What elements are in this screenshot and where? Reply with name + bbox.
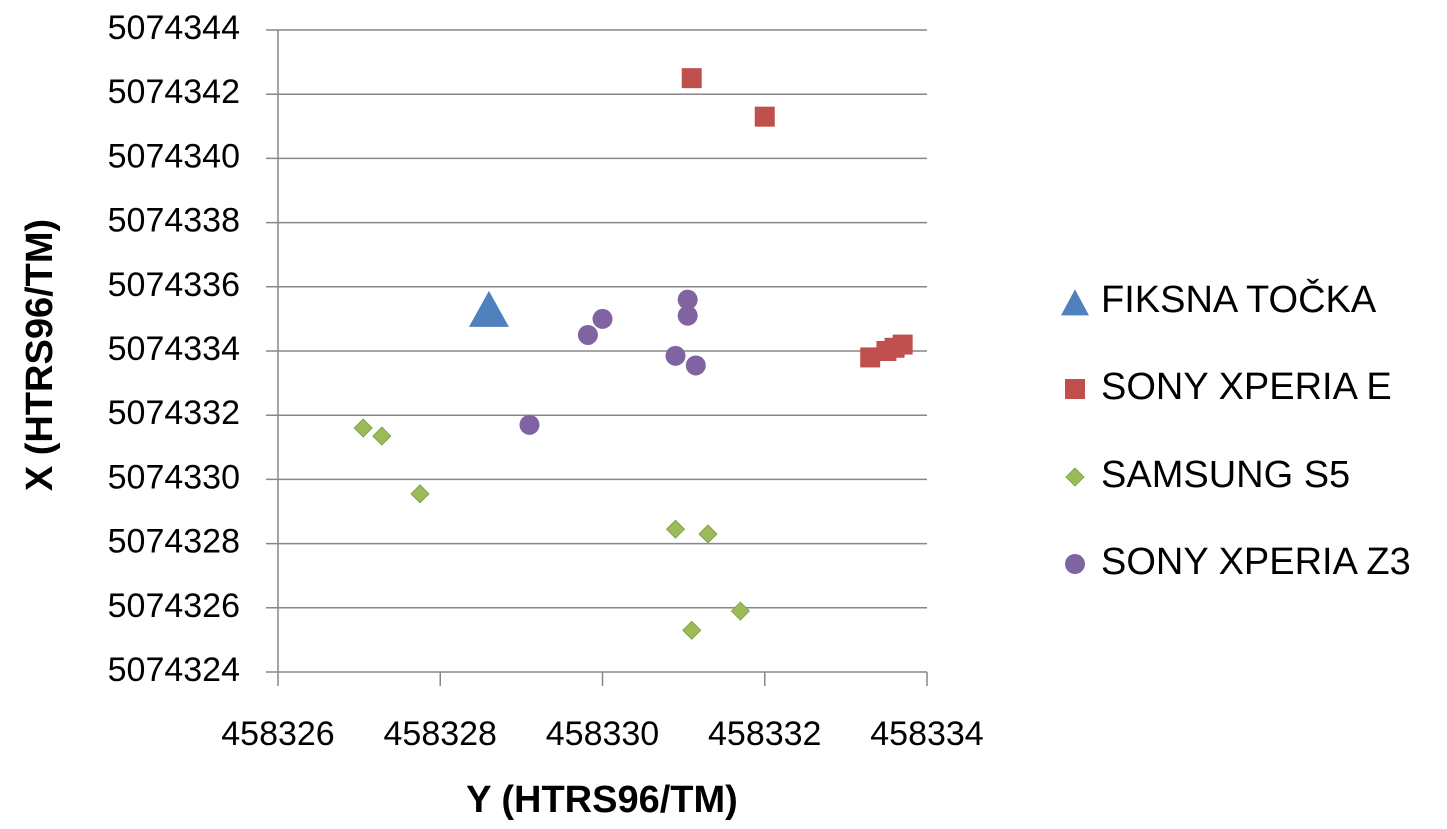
legend: FIKSNA TOČKA SONY XPERIA E SAMSUNG S5 SONY … — [1061, 277, 1411, 583]
tick-labels: 5074324 5074326 5074328 5074330 5074332 50743… — [108, 9, 984, 753]
square-point — [860, 347, 881, 368]
x-tick-label: 458334 — [870, 715, 983, 753]
circle-point — [685, 355, 706, 376]
legend-label: SONY XPERIA Z3 — [1101, 541, 1411, 583]
y-tick-label: 5074344 — [108, 9, 240, 47]
diamond-point — [353, 418, 373, 438]
diamond-point — [410, 484, 430, 504]
triangle-point — [468, 290, 509, 327]
circle-point — [577, 324, 598, 345]
legend-label: FIKSNA TOČKA — [1101, 277, 1377, 321]
circle-point — [677, 289, 698, 310]
y-tick-label: 5074338 — [108, 202, 240, 240]
y-tick-label: 5074340 — [108, 137, 240, 175]
diamond-point — [372, 426, 392, 446]
gridlines — [266, 29, 927, 673]
y-tick-label: 5074336 — [108, 266, 240, 304]
diamond-point — [682, 620, 702, 640]
circle-point — [519, 414, 540, 435]
y-tick-label: 5074330 — [108, 458, 240, 496]
y-tick-label: 5074324 — [108, 651, 240, 689]
legend-label: SONY XPERIA E — [1101, 366, 1392, 408]
circle-point — [665, 345, 686, 366]
legend-diamond-marker — [1065, 467, 1085, 487]
diamond-point — [730, 601, 750, 621]
y-tick-label: 5074334 — [108, 330, 240, 368]
circle-point — [677, 305, 698, 326]
x-tick-label: 458328 — [384, 715, 497, 753]
x-tick-label: 458332 — [708, 715, 821, 753]
diamond-point — [665, 519, 686, 539]
y-tick-label: 5074332 — [108, 394, 240, 432]
square-point — [892, 334, 913, 355]
legend-square-marker — [1065, 379, 1085, 399]
axes — [277, 30, 928, 686]
circle-point — [592, 308, 613, 329]
square-point — [681, 68, 702, 89]
x-axis-title: Y (HTRS96/TM) — [466, 779, 738, 821]
data-points — [353, 68, 913, 640]
y-tick-label: 5074328 — [108, 523, 240, 561]
x-tick-label: 458326 — [221, 715, 334, 753]
legend-label: SAMSUNG S5 — [1101, 454, 1350, 496]
x-tick-label: 458330 — [546, 715, 659, 753]
legend-circle-marker — [1065, 554, 1085, 574]
legend-triangle-marker — [1061, 289, 1089, 316]
y-tick-label: 5074326 — [108, 587, 240, 625]
y-tick-label: 5074342 — [108, 73, 240, 111]
square-point — [754, 106, 775, 127]
y-axis-title: X (HTRS96/TM) — [19, 219, 61, 491]
diamond-point — [698, 524, 718, 544]
